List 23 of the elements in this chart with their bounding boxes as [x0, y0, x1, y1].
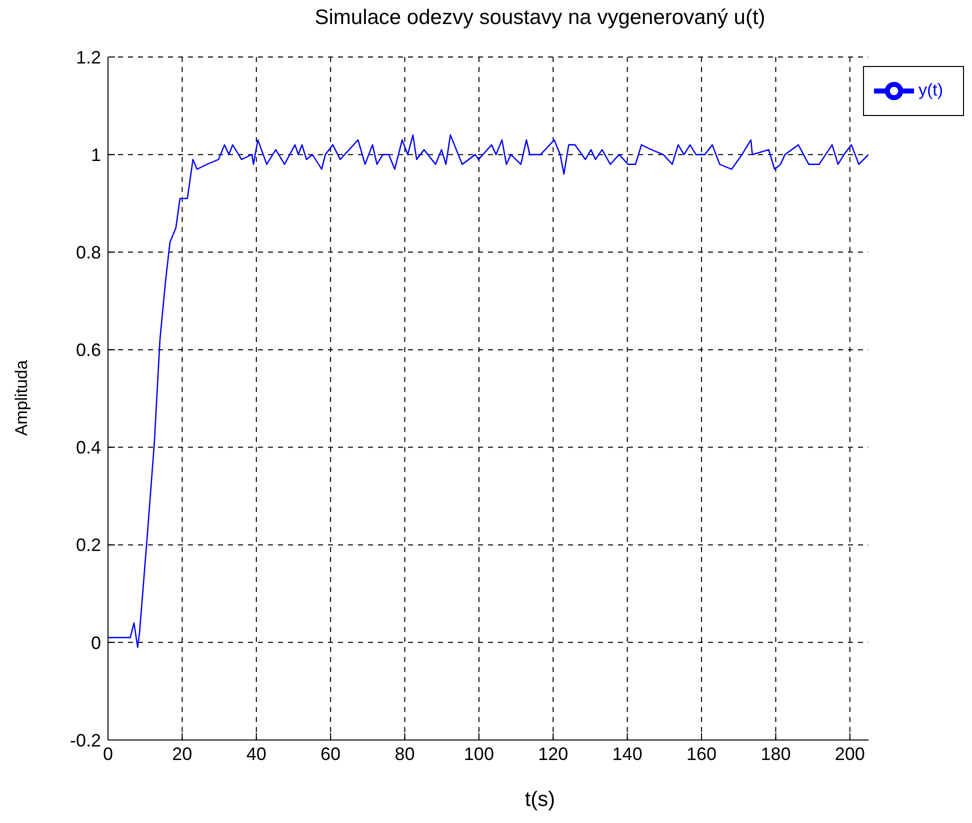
chart-title: Simulace odezvy soustavy na vygenerovaný u(t): [314, 6, 766, 30]
x-tick-label: 160: [686, 744, 717, 764]
line-series: [108, 134, 868, 648]
x-tick-label: 120: [538, 744, 568, 764]
y-tick-label: 0.2: [76, 535, 101, 556]
y-tick-label: 1: [90, 144, 101, 165]
x-tick-label: 140: [612, 744, 642, 764]
x-axis-title: t(s): [524, 788, 556, 812]
x-tick-label: 20: [172, 744, 192, 764]
y-tick-label: 0.8: [76, 242, 101, 263]
x-tick-label: 180: [760, 744, 791, 764]
x-tick-label: 200: [834, 744, 865, 764]
y-tick-label: 0.6: [76, 340, 101, 360]
x-tick-label: 40: [246, 744, 266, 764]
y-tick-label: 0.4: [76, 438, 101, 458]
legend-label: y(t): [918, 80, 943, 100]
y-tick-label: -0.2: [70, 730, 101, 750]
x-tick-label: 60: [320, 744, 341, 764]
y-tick-label: 1.2: [76, 47, 101, 68]
x-tick-label: 100: [464, 744, 494, 764]
x-tick-label: 80: [394, 744, 415, 764]
y-axis-title: Amplituda: [12, 360, 32, 436]
y-tick-label: 0: [90, 632, 101, 653]
